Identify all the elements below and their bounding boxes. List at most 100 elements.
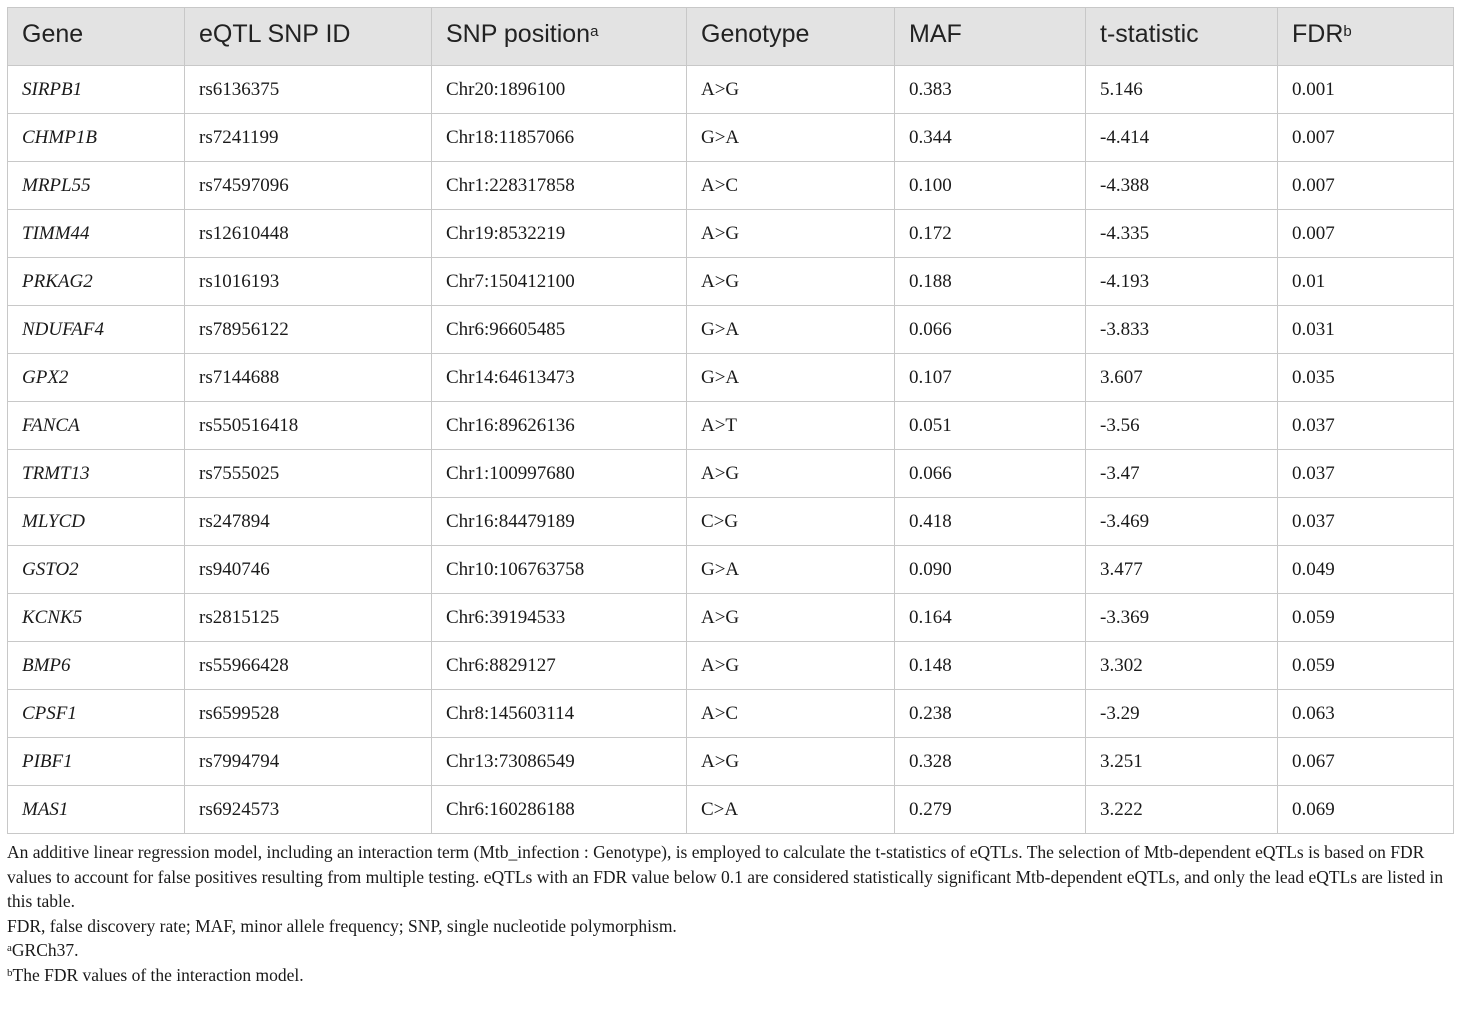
table-row: KCNK5 rs2815125 Chr6:39194533 A>G 0.164 -3.36… xyxy=(7,593,1454,642)
column-header-label: Genotype xyxy=(701,20,810,48)
gene-cell: KCNK5 xyxy=(7,593,185,642)
maf-cell: 0.148 xyxy=(894,641,1086,690)
maf-cell: 0.066 xyxy=(894,305,1086,354)
table-header-row: Gene eQTL SNP ID SNP positiona Genotype MAF t… xyxy=(7,7,1454,66)
table-container: Gene eQTL SNP ID SNP positiona Genotype MAF t… xyxy=(7,7,1454,987)
footnote-a-text: GRCh37. xyxy=(11,940,79,960)
genotype-cell: G>A xyxy=(686,305,895,354)
snp-position-cell: Chr6:96605485 xyxy=(431,305,687,354)
snp-id-cell: rs12610448 xyxy=(184,209,432,258)
snp-id-cell: rs78956122 xyxy=(184,305,432,354)
maf-cell: 0.172 xyxy=(894,209,1086,258)
snp-position-cell: Chr8:145603114 xyxy=(431,689,687,738)
fdr-cell: 0.037 xyxy=(1277,449,1454,498)
fdr-cell: 0.063 xyxy=(1277,689,1454,738)
genotype-cell: C>A xyxy=(686,785,895,834)
snp-position-cell: Chr6:160286188 xyxy=(431,785,687,834)
genotype-cell: A>G xyxy=(686,737,895,786)
table-row: PIBF1 rs7994794 Chr13:73086549 A>G 0.328 3.25… xyxy=(7,737,1454,786)
snp-position-cell: Chr18:11857066 xyxy=(431,113,687,162)
snp-position-cell: Chr1:100997680 xyxy=(431,449,687,498)
table-body: SIRPB1 rs6136375 Chr20:1896100 A>G 0.383 5.14… xyxy=(7,65,1454,834)
gene-cell: MAS1 xyxy=(7,785,185,834)
snp-id-cell: rs6924573 xyxy=(184,785,432,834)
abbreviations-note: FDR, false discovery rate; MAF, minor al… xyxy=(7,915,677,936)
table-row: SIRPB1 rs6136375 Chr20:1896100 A>G 0.383 5.14… xyxy=(7,65,1454,114)
t-statistic-cell: 5.146 xyxy=(1085,65,1278,114)
snp-id-cell: rs6136375 xyxy=(184,65,432,114)
footnote-marker: a xyxy=(590,23,599,40)
maf-cell: 0.090 xyxy=(894,545,1086,594)
snp-position-cell: Chr6:39194533 xyxy=(431,593,687,642)
gene-cell: TIMM44 xyxy=(7,209,185,258)
t-statistic-cell: -3.369 xyxy=(1085,593,1278,642)
gene-cell: CPSF1 xyxy=(7,689,185,738)
genotype-cell: G>A xyxy=(686,113,895,162)
snp-id-cell: rs940746 xyxy=(184,545,432,594)
fdr-cell: 0.031 xyxy=(1277,305,1454,354)
fdr-cell: 0.007 xyxy=(1277,113,1454,162)
t-statistic-cell: -4.335 xyxy=(1085,209,1278,258)
genotype-cell: A>C xyxy=(686,161,895,210)
gene-cell: PRKAG2 xyxy=(7,257,185,306)
maf-cell: 0.164 xyxy=(894,593,1086,642)
gene-cell: SIRPB1 xyxy=(7,65,185,114)
gene-cell: TRMT13 xyxy=(7,449,185,498)
snp-id-cell: rs1016193 xyxy=(184,257,432,306)
table-row: MLYCD rs247894 Chr16:84479189 C>G 0.418 -3.46… xyxy=(7,497,1454,546)
column-header: MAF xyxy=(894,7,1086,66)
snp-position-cell: Chr19:8532219 xyxy=(431,209,687,258)
table-description: An additive linear regression model, inc… xyxy=(7,842,1444,911)
column-header-label: MAF xyxy=(909,20,962,48)
column-header: SNP positiona xyxy=(431,7,687,66)
footnote-b-mark: b xyxy=(7,966,13,979)
column-header: eQTL SNP ID xyxy=(184,7,432,66)
t-statistic-cell: 3.607 xyxy=(1085,353,1278,402)
t-statistic-cell: -4.414 xyxy=(1085,113,1278,162)
gene-cell: BMP6 xyxy=(7,641,185,690)
genotype-cell: G>A xyxy=(686,353,895,402)
footnote-a: aGRCh37. xyxy=(7,938,1453,963)
t-statistic-cell: -3.56 xyxy=(1085,401,1278,450)
genotype-cell: A>G xyxy=(686,593,895,642)
table-row: PRKAG2 rs1016193 Chr7:150412100 A>G 0.188 -4.… xyxy=(7,257,1454,306)
fdr-cell: 0.01 xyxy=(1277,257,1454,306)
eqtl-table: Gene eQTL SNP ID SNP positiona Genotype MAF t… xyxy=(7,7,1454,834)
footnote-b-text: The FDR values of the interaction model. xyxy=(12,964,304,985)
snp-id-cell: rs7555025 xyxy=(184,449,432,498)
genotype-cell: A>G xyxy=(686,257,895,306)
footnote-b: bThe FDR values of the interaction model… xyxy=(7,963,1453,988)
table-row: MRPL55 rs74597096 Chr1:228317858 A>C 0.100 -4… xyxy=(7,161,1454,210)
table-row: NDUFAF4 rs78956122 Chr6:96605485 G>A 0.066 -3… xyxy=(7,305,1454,354)
genotype-cell: A>T xyxy=(686,401,895,450)
footnote-a-mark: a xyxy=(7,942,12,954)
t-statistic-cell: 3.477 xyxy=(1085,545,1278,594)
snp-id-cell: rs55966428 xyxy=(184,641,432,690)
gene-cell: GPX2 xyxy=(7,353,185,402)
column-header: t-statistic xyxy=(1085,7,1278,66)
table-notes: An additive linear regression model, inc… xyxy=(7,840,1453,987)
table-row: MAS1 rs6924573 Chr6:160286188 C>A 0.279 3.222… xyxy=(7,785,1454,834)
gene-cell: NDUFAF4 xyxy=(7,305,185,354)
column-header: FDRb xyxy=(1277,7,1454,66)
maf-cell: 0.188 xyxy=(894,257,1086,306)
maf-cell: 0.279 xyxy=(894,785,1086,834)
column-header: Genotype xyxy=(686,7,895,66)
gene-cell: MRPL55 xyxy=(7,161,185,210)
genotype-cell: A>G xyxy=(686,209,895,258)
table-row: GPX2 rs7144688 Chr14:64613473 G>A 0.107 3.607… xyxy=(7,353,1454,402)
fdr-cell: 0.069 xyxy=(1277,785,1454,834)
gene-cell: FANCA xyxy=(7,401,185,450)
maf-cell: 0.383 xyxy=(894,65,1086,114)
snp-id-cell: rs7241199 xyxy=(184,113,432,162)
gene-cell: PIBF1 xyxy=(7,737,185,786)
maf-cell: 0.418 xyxy=(894,497,1086,546)
maf-cell: 0.051 xyxy=(894,401,1086,450)
t-statistic-cell: -3.47 xyxy=(1085,449,1278,498)
snp-id-cell: rs550516418 xyxy=(184,401,432,450)
maf-cell: 0.238 xyxy=(894,689,1086,738)
maf-cell: 0.344 xyxy=(894,113,1086,162)
fdr-cell: 0.049 xyxy=(1277,545,1454,594)
snp-id-cell: rs7144688 xyxy=(184,353,432,402)
t-statistic-cell: 3.251 xyxy=(1085,737,1278,786)
